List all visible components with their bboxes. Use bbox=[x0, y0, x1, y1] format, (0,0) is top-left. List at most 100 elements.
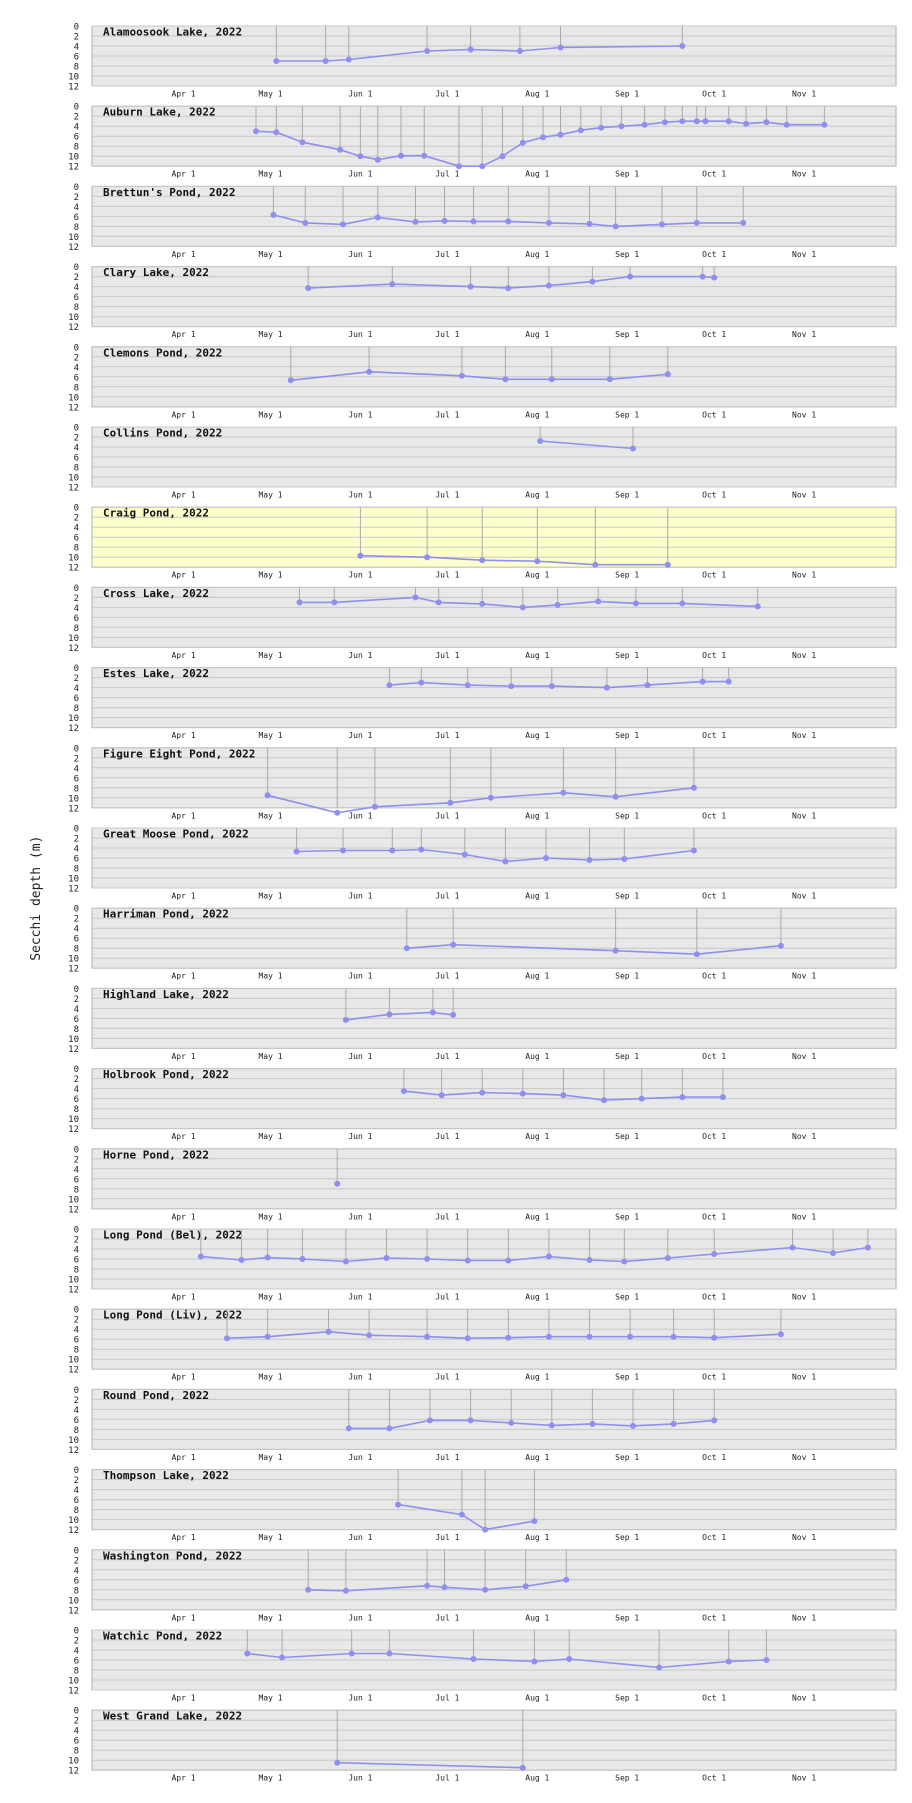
y-tick-label: 4 bbox=[74, 1246, 79, 1256]
data-point bbox=[664, 561, 671, 568]
data-point bbox=[464, 1257, 471, 1264]
x-tick-label: Apr 1 bbox=[171, 330, 195, 339]
data-point bbox=[479, 600, 486, 607]
y-tick-label: 12 bbox=[68, 1366, 79, 1376]
y-tick-label: 10 bbox=[68, 393, 79, 403]
panel-title: Long Pond (Bel), 2022 bbox=[103, 1229, 242, 1242]
x-tick-label: Jul 1 bbox=[435, 972, 459, 981]
data-point bbox=[577, 127, 584, 134]
y-tick-label: 6 bbox=[74, 534, 79, 544]
y-tick-label: 12 bbox=[68, 484, 79, 494]
data-point bbox=[763, 119, 770, 126]
x-tick-label: Aug 1 bbox=[525, 972, 549, 981]
y-tick-label: 4 bbox=[74, 684, 79, 694]
data-point bbox=[519, 139, 526, 146]
data-point bbox=[560, 1092, 567, 1099]
data-point bbox=[467, 46, 474, 53]
data-point bbox=[273, 129, 280, 136]
data-point bbox=[719, 1094, 726, 1101]
data-point bbox=[563, 1576, 570, 1583]
y-tick-label: 10 bbox=[68, 955, 79, 965]
data-point bbox=[398, 152, 404, 159]
y-tick-label: 0 bbox=[74, 985, 79, 995]
data-point bbox=[516, 48, 523, 54]
y-tick-label: 8 bbox=[74, 383, 79, 393]
y-tick-label: 6 bbox=[74, 1015, 79, 1025]
y-tick-label: 12 bbox=[68, 1767, 79, 1777]
y-tick-label: 4 bbox=[74, 203, 79, 213]
y-tick-label: 4 bbox=[74, 1005, 79, 1015]
x-tick-label: Jun 1 bbox=[348, 250, 372, 259]
data-point bbox=[467, 1417, 474, 1424]
data-point bbox=[505, 218, 512, 225]
series-line bbox=[337, 1761, 523, 1769]
x-tick-label: Nov 1 bbox=[792, 90, 816, 99]
x-tick-label: Oct 1 bbox=[702, 1373, 726, 1382]
x-tick-label: May 1 bbox=[258, 250, 282, 259]
data-point bbox=[371, 803, 378, 810]
y-tick-label: 0 bbox=[74, 343, 79, 353]
data-point bbox=[644, 682, 651, 689]
y-tick-label: 12 bbox=[68, 1606, 79, 1616]
data-point bbox=[424, 1256, 431, 1262]
panel-title: West Grand Lake, 2022 bbox=[103, 1710, 242, 1723]
data-point bbox=[830, 1250, 837, 1256]
data-point bbox=[630, 1422, 636, 1429]
data-point bbox=[386, 1011, 393, 1018]
y-tick-label: 6 bbox=[74, 855, 79, 865]
x-tick-label: Jul 1 bbox=[435, 651, 459, 660]
x-tick-label: Nov 1 bbox=[792, 1613, 816, 1622]
x-tick-label: Sep 1 bbox=[615, 1373, 639, 1382]
y-tick-label: 6 bbox=[74, 935, 79, 945]
x-tick-label: Jul 1 bbox=[435, 571, 459, 580]
series-line bbox=[276, 45, 683, 62]
data-point bbox=[566, 1656, 573, 1662]
x-tick-label: Oct 1 bbox=[702, 1132, 726, 1141]
series-line bbox=[540, 440, 634, 450]
y-tick-label: 4 bbox=[74, 123, 79, 133]
y-tick-label: 12 bbox=[68, 1045, 79, 1055]
data-point bbox=[545, 282, 552, 289]
y-tick-label: 12 bbox=[68, 1446, 79, 1456]
x-tick-label: Jun 1 bbox=[348, 410, 372, 419]
x-tick-label: Aug 1 bbox=[525, 250, 549, 259]
x-tick-label: Jun 1 bbox=[348, 1052, 372, 1061]
data-point bbox=[345, 1425, 352, 1432]
data-point bbox=[302, 219, 309, 226]
x-tick-label: Sep 1 bbox=[615, 1212, 639, 1221]
y-tick-label: 2 bbox=[74, 674, 79, 684]
x-tick-label: May 1 bbox=[258, 491, 282, 500]
y-tick-label: 8 bbox=[74, 1506, 79, 1516]
data-point bbox=[479, 557, 486, 564]
x-tick-label: Nov 1 bbox=[792, 250, 816, 259]
x-tick-label: Aug 1 bbox=[525, 731, 549, 740]
x-tick-label: Aug 1 bbox=[525, 1533, 549, 1542]
x-tick-label: Sep 1 bbox=[615, 491, 639, 500]
x-tick-label: Jul 1 bbox=[435, 731, 459, 740]
x-tick-label: Jun 1 bbox=[348, 491, 372, 500]
y-tick-label: 10 bbox=[68, 1115, 79, 1125]
x-tick-label: May 1 bbox=[258, 731, 282, 740]
y-tick-label: 8 bbox=[74, 1105, 79, 1115]
data-point bbox=[508, 683, 515, 690]
y-tick-label: 6 bbox=[74, 1256, 79, 1266]
y-tick-label: 4 bbox=[74, 925, 79, 935]
x-tick-label: Sep 1 bbox=[615, 90, 639, 99]
y-tick-label: 4 bbox=[74, 1647, 79, 1657]
x-tick-label: Aug 1 bbox=[525, 1132, 549, 1141]
x-tick-label: Apr 1 bbox=[171, 1052, 195, 1061]
x-tick-label: Nov 1 bbox=[792, 330, 816, 339]
x-tick-label: Oct 1 bbox=[702, 571, 726, 580]
data-point bbox=[679, 118, 686, 125]
y-tick-label: 4 bbox=[74, 524, 79, 534]
x-tick-label: Jun 1 bbox=[348, 1694, 372, 1703]
x-tick-label: Sep 1 bbox=[615, 170, 639, 179]
x-tick-label: Oct 1 bbox=[702, 1694, 726, 1703]
y-tick-label: 12 bbox=[68, 804, 79, 814]
x-tick-label: Aug 1 bbox=[525, 90, 549, 99]
data-point bbox=[522, 1583, 529, 1590]
x-tick-label: Apr 1 bbox=[171, 250, 195, 259]
